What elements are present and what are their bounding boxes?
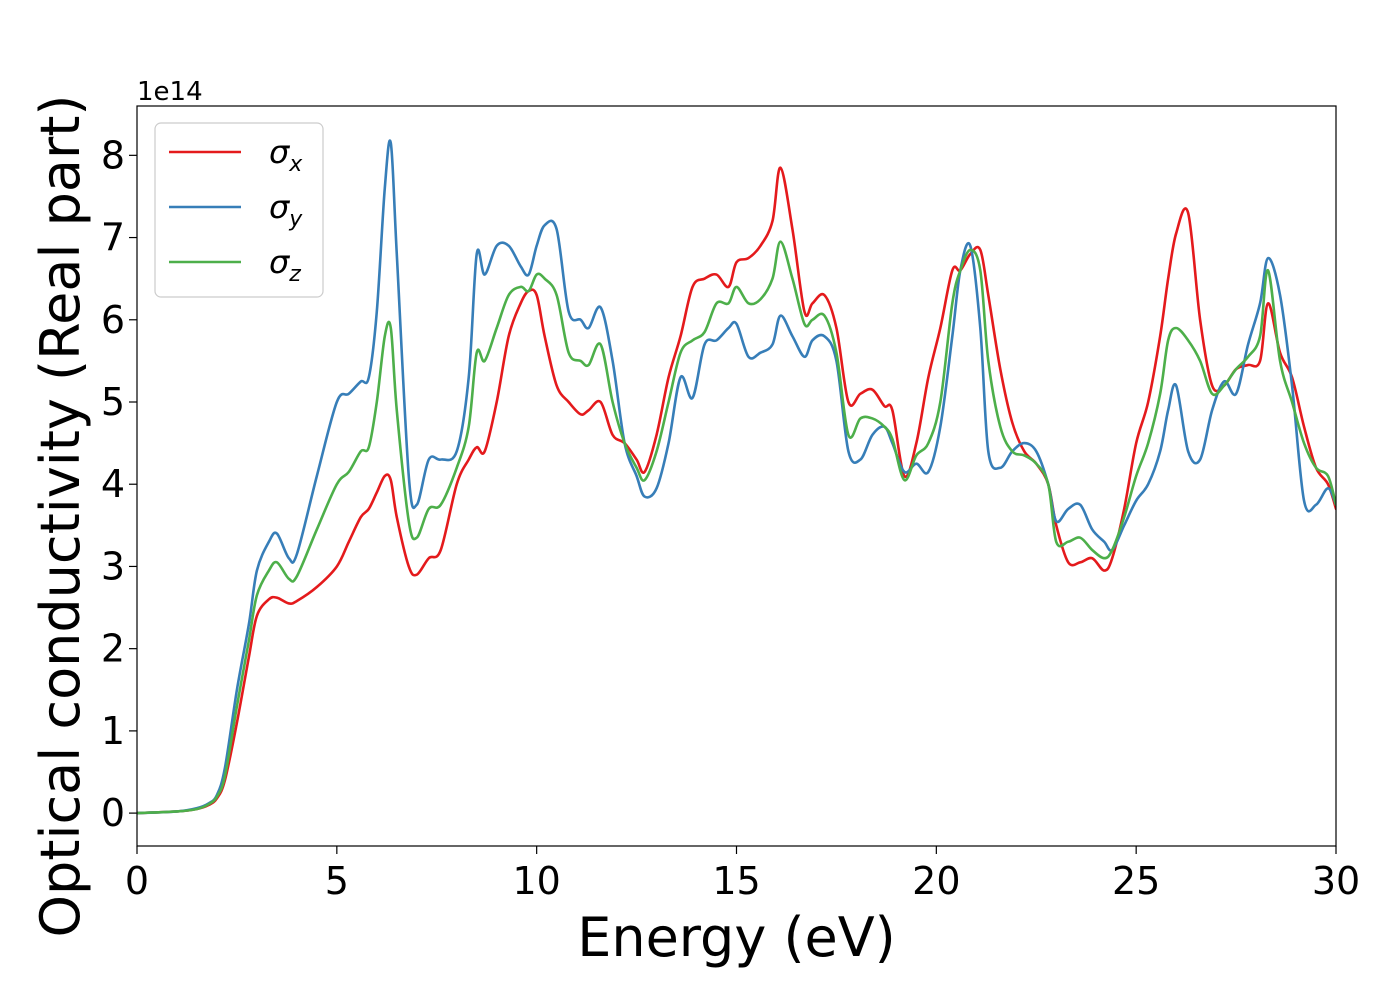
y-axis: 0 1 2 3 4 5 6 7 8 xyxy=(101,133,137,835)
legend-label-base: σ xyxy=(269,188,291,226)
series-layer xyxy=(137,139,1336,815)
y-tick-label: 8 xyxy=(101,133,125,177)
x-tick-label: 25 xyxy=(1112,859,1160,903)
x-axis: 0 5 10 15 20 25 30 xyxy=(125,846,1360,903)
legend-box xyxy=(154,122,324,298)
legend-label-sub: y xyxy=(288,207,303,232)
y-tick-label: 7 xyxy=(101,216,125,260)
y-tick-label: 5 xyxy=(101,380,125,424)
legend-label-base: σ xyxy=(269,243,291,281)
legend-label-y: σy xyxy=(269,188,303,232)
y-tick-label: 1 xyxy=(101,709,125,753)
x-tick-label: 15 xyxy=(712,859,760,903)
series-line-x xyxy=(137,166,1336,815)
y-tick-label: 2 xyxy=(101,627,125,671)
y-tick-label: 0 xyxy=(101,791,125,835)
y-axis-label: Optical conductivity (Real part) xyxy=(29,95,92,938)
y-tick-label: 6 xyxy=(101,298,125,342)
y-tick-label: 4 xyxy=(101,462,125,506)
y-offset-label: 1e14 xyxy=(137,77,203,107)
legend-label-x: σx xyxy=(269,133,303,177)
x-tick-label: 10 xyxy=(512,859,560,903)
x-axis-label: Energy (eV) xyxy=(577,906,896,969)
series-line-z xyxy=(137,240,1336,815)
legend-label-base: σ xyxy=(269,133,291,171)
legend-label-sub: x xyxy=(288,152,303,177)
legend-label-sub: z xyxy=(288,262,301,287)
series-line-y xyxy=(137,139,1336,815)
y-tick-label: 3 xyxy=(101,544,125,588)
x-tick-label: 0 xyxy=(125,859,149,903)
x-tick-label: 5 xyxy=(325,859,349,903)
x-tick-label: 30 xyxy=(1312,859,1360,903)
x-tick-label: 20 xyxy=(912,859,960,903)
legend-label-z: σz xyxy=(269,243,301,287)
